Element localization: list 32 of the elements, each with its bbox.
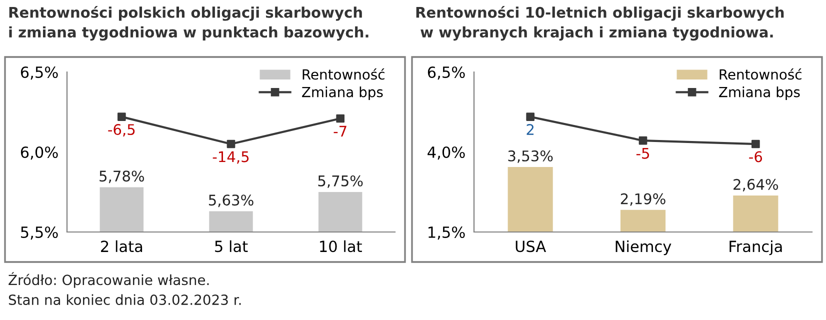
data-label: -5 bbox=[636, 148, 649, 159]
legend-label: Rentowność bbox=[720, 68, 802, 80]
legend-label: Zmiana bps bbox=[719, 86, 800, 100]
data-label: 2,19% bbox=[620, 193, 666, 206]
data-label: 2 bbox=[526, 124, 534, 135]
y-tick-label: 1,5% bbox=[428, 226, 465, 240]
data-label: 5,63% bbox=[208, 194, 254, 208]
text: Stan na koniec dnia 03.02.2023 r. bbox=[8, 294, 241, 306]
text: Źródło: Opracowanie własne. bbox=[8, 272, 209, 288]
y-tick-label: 4,0% bbox=[428, 146, 465, 160]
data-label: 5,75% bbox=[318, 175, 363, 188]
x-tick-label: USA bbox=[516, 240, 546, 252]
y-tick-label: 6,5% bbox=[428, 66, 465, 80]
data-label: -14,5 bbox=[212, 151, 249, 164]
x-tick-label: 2 lata bbox=[101, 240, 142, 252]
chart-title: Rentowności polskich obligacji skarbowych i zmiana tygodniowa w punktach bazowych. bbox=[9, 6, 368, 41]
x-tick-label: 10 lat bbox=[320, 240, 362, 252]
data-label: -7 bbox=[334, 126, 346, 137]
x-tick-label: Niemcy bbox=[616, 240, 672, 256]
legend-label: Rentowność bbox=[302, 68, 384, 80]
chart-title: Rentowności 10-letnich obligacji skarbowych w wybranych krajach i zmiana tygodniowa. bbox=[416, 6, 784, 41]
x-tick-label: Francja bbox=[730, 240, 782, 256]
data-label: -6,5 bbox=[108, 124, 135, 137]
y-tick-label: 6,0% bbox=[20, 146, 58, 160]
x-tick-label: 5 lat bbox=[215, 240, 248, 252]
data-label: -6 bbox=[749, 151, 762, 162]
data-label: 3,53% bbox=[508, 150, 553, 163]
y-tick-label: 6,5% bbox=[20, 66, 58, 80]
data-label: 5,78% bbox=[100, 170, 144, 184]
y-tick-label: 5,5% bbox=[21, 226, 58, 240]
legend-label: Zmiana bps bbox=[302, 86, 383, 100]
data-label: 2,64% bbox=[734, 178, 778, 192]
